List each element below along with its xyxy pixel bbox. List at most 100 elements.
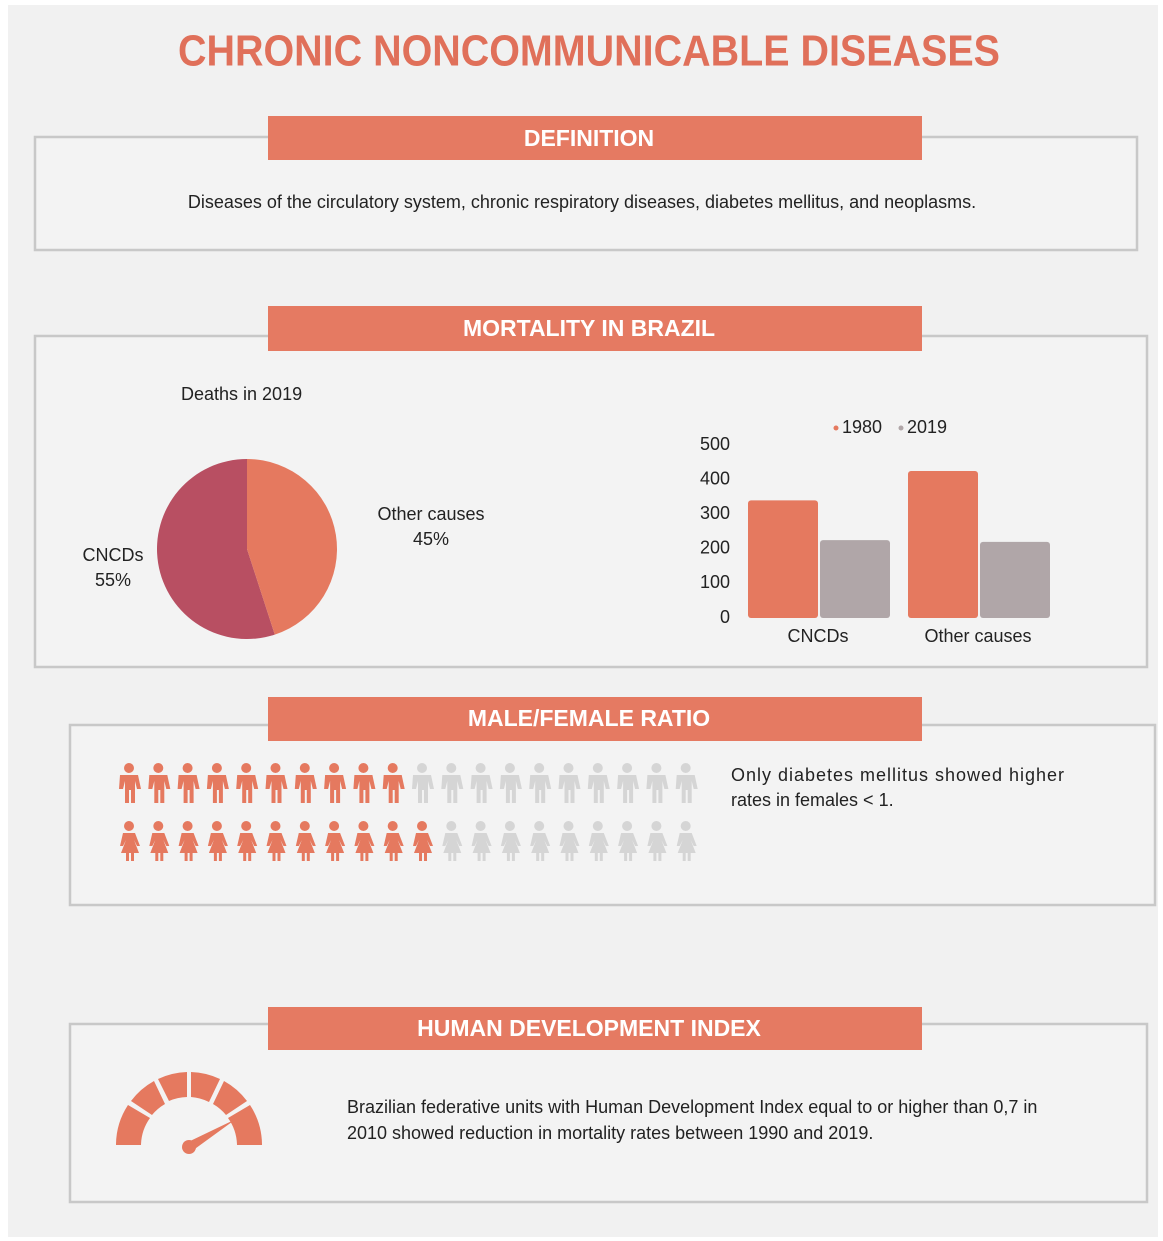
- person-icon: [413, 821, 433, 861]
- icon-body: [354, 833, 375, 861]
- icon-head: [270, 821, 281, 831]
- icon-head: [387, 763, 398, 773]
- person-icon: [353, 763, 376, 803]
- icon-body: [207, 833, 228, 861]
- icon-head: [387, 821, 398, 831]
- person-icon: [412, 763, 434, 803]
- hdi-text: 2010 showed reduction in mortality rates…: [347, 1123, 873, 1143]
- icon-head: [124, 821, 134, 831]
- icon-head: [124, 763, 134, 773]
- person-icon: [442, 821, 463, 861]
- person-icon: [529, 763, 552, 803]
- person-icon: [647, 821, 668, 861]
- gauge-needle: [186, 1119, 236, 1151]
- person-icon: [120, 821, 140, 861]
- ratio-box: [68, 723, 1157, 907]
- bar: [820, 540, 890, 618]
- icon-head: [534, 763, 545, 773]
- person-icon: [266, 821, 287, 861]
- icon-body: [529, 775, 552, 803]
- y-tick-label: 100: [700, 572, 730, 592]
- icon-head: [651, 763, 662, 773]
- legend-marker: [898, 425, 904, 431]
- y-tick-label: 0: [720, 607, 730, 627]
- icon-body: [206, 775, 229, 803]
- page-title: CHRONIC NONCOMMUNICABLE DISEASES: [178, 27, 1000, 76]
- ratio-text: Only diabetes mellitus showed higher: [731, 765, 1064, 785]
- icon-head: [504, 763, 515, 773]
- bar: [980, 541, 1050, 618]
- gauge-icon: [116, 1072, 262, 1154]
- icon-body: [353, 775, 376, 803]
- icon-head: [622, 763, 633, 773]
- icon-body: [178, 833, 199, 861]
- icon-head: [153, 763, 164, 773]
- icon-head: [680, 763, 691, 773]
- pie-value-label: 55%: [95, 570, 131, 590]
- icon-head: [270, 763, 281, 773]
- icon-head: [241, 821, 252, 831]
- icon-head: [446, 821, 457, 831]
- person-icon: [207, 821, 228, 861]
- icon-body: [382, 775, 405, 803]
- icon-body: [324, 775, 347, 803]
- icon-head: [299, 763, 310, 773]
- heading-bar: [268, 116, 922, 160]
- icon-body: [587, 775, 610, 803]
- person-icon: [119, 763, 141, 803]
- icon-head: [622, 821, 633, 831]
- person-icon: [324, 763, 347, 803]
- icon-head: [241, 763, 252, 773]
- icon-body: [413, 833, 433, 861]
- person-icon: [588, 821, 609, 861]
- icon-head: [211, 763, 222, 773]
- gauge-segment: [131, 1081, 165, 1115]
- icon-body: [559, 833, 580, 861]
- pie-label: CNCDs: [83, 545, 144, 565]
- person-icon: [618, 821, 639, 861]
- icon-body: [148, 775, 171, 803]
- person-icon: [206, 763, 229, 803]
- icon-body: [499, 775, 522, 803]
- person-icon: [499, 763, 522, 803]
- icon-head: [182, 821, 193, 831]
- person-icon: [471, 821, 492, 861]
- gauge-segment: [158, 1072, 187, 1101]
- pie-title: Deaths in 2019: [181, 384, 302, 404]
- person-icon: [675, 763, 698, 803]
- icon-head: [504, 821, 515, 831]
- person-icon: [178, 821, 199, 861]
- icon-rows: [119, 763, 698, 861]
- icon-head: [592, 763, 603, 773]
- person-icon: [470, 763, 493, 803]
- person-icon: [587, 763, 610, 803]
- icon-head: [153, 821, 164, 831]
- icon-body: [471, 833, 492, 861]
- heading-bar: [268, 1007, 922, 1050]
- icon-body: [177, 775, 200, 803]
- person-icon: [676, 821, 697, 861]
- person-icon: [617, 763, 640, 803]
- icon-body: [618, 833, 639, 861]
- ratio-text: rates in females < 1.: [731, 790, 894, 810]
- person-icon: [148, 763, 171, 803]
- person-icon: [236, 763, 259, 803]
- icon-body: [588, 833, 609, 861]
- definition-text: Diseases of the circulatory system, chro…: [188, 192, 976, 212]
- x-tick-label: CNCDs: [788, 626, 849, 646]
- y-tick-label: 500: [700, 434, 730, 454]
- section-heading: MORTALITY IN BRAZIL: [463, 315, 715, 341]
- icon-head: [358, 763, 369, 773]
- bar: [748, 500, 818, 618]
- icon-body: [237, 833, 258, 861]
- person-icon: [382, 763, 405, 803]
- icon-body: [119, 775, 141, 803]
- gauge-segment: [228, 1105, 262, 1145]
- person-icon: [441, 763, 464, 803]
- icon-body: [149, 833, 170, 861]
- icon-body: [265, 775, 288, 803]
- gauge-segment: [191, 1072, 220, 1102]
- icon-head: [680, 821, 691, 831]
- icon-head: [358, 821, 369, 831]
